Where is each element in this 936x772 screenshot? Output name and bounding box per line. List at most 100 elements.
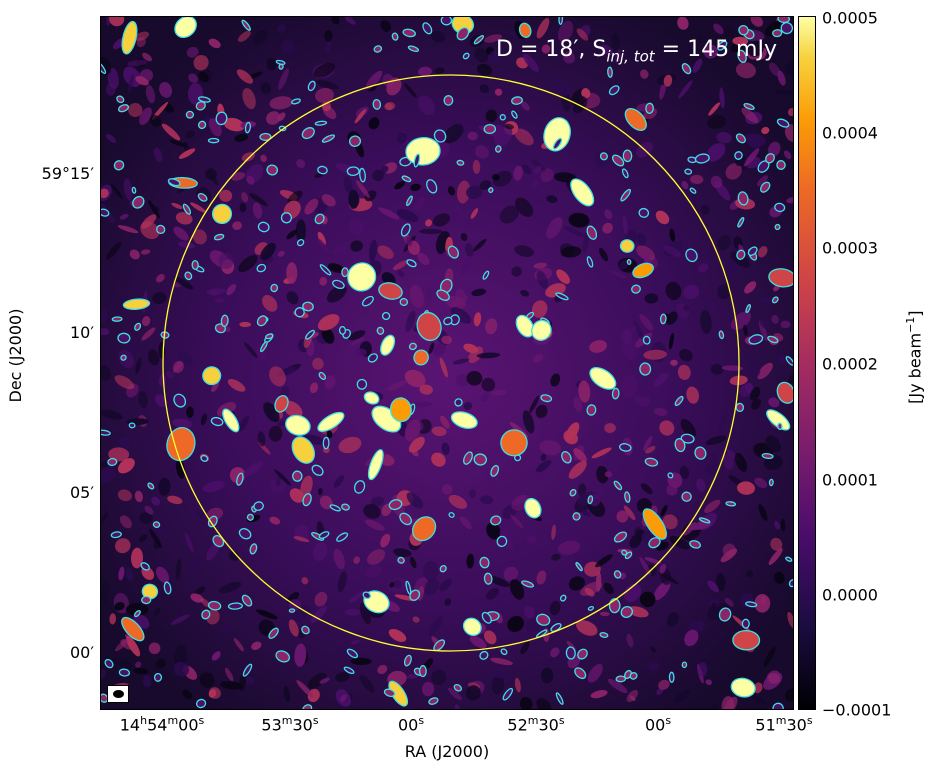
noise-blob [596, 465, 609, 484]
noise-blob [677, 17, 689, 30]
noise-blob [233, 638, 244, 652]
source-contour [274, 394, 289, 413]
noise-blob [304, 198, 319, 215]
noise-blob [483, 34, 503, 43]
noise-blob [153, 607, 161, 618]
noise-blob [274, 469, 291, 486]
noise-blob [713, 23, 724, 35]
source-contour [524, 497, 542, 519]
source-contour [608, 85, 620, 96]
noise-blob [450, 306, 472, 324]
source-contour [621, 168, 629, 179]
noise-blob [749, 386, 761, 401]
source-contour [454, 398, 463, 407]
noise-blob [626, 633, 634, 648]
noise-blob [408, 436, 425, 453]
source-contour [632, 262, 654, 279]
source-contour [631, 284, 641, 294]
noise-blob [463, 343, 479, 354]
noise-blob [698, 263, 709, 273]
noise-blob [277, 250, 285, 257]
source-contour [426, 179, 438, 194]
noise-blob [368, 117, 380, 130]
noise-blob [326, 430, 333, 439]
noise-blob [591, 447, 612, 459]
noise-blob [725, 260, 738, 274]
source-contour [278, 125, 287, 132]
source-contour [378, 282, 403, 300]
noise-blob [556, 269, 570, 284]
source-contour [380, 334, 396, 356]
source-contour [167, 178, 181, 187]
noise-blob [665, 281, 682, 301]
noise-blob [288, 619, 299, 637]
noise-blob [491, 675, 505, 695]
noise-blob [464, 242, 474, 258]
noise-blob [540, 417, 556, 423]
noise-blob [768, 62, 781, 76]
noise-blob [169, 139, 187, 147]
noise-blob [119, 436, 131, 449]
source-contour [202, 366, 222, 386]
noise-blob [214, 297, 226, 303]
noise-blob [774, 571, 785, 584]
noise-blob [522, 410, 535, 434]
colorbar-tick-label: 0.0002 [822, 354, 878, 374]
source-contour [718, 330, 725, 340]
noise-blob [140, 221, 160, 240]
source-contour [405, 580, 412, 595]
noise-blob [653, 408, 668, 416]
source-contour [639, 362, 652, 376]
noise-blob [234, 133, 249, 142]
noise-blob [333, 548, 345, 570]
noise-blob [406, 673, 419, 679]
noise-blob [123, 178, 133, 201]
x-axis-title: RA (J2000) [404, 742, 490, 761]
noise-blob [564, 226, 586, 238]
noise-blob [117, 225, 139, 234]
noise-blob [404, 369, 426, 388]
noise-blob [510, 514, 524, 529]
noise-blob [449, 295, 469, 308]
source-contour [156, 224, 166, 235]
noise-blob [785, 61, 793, 77]
noise-blob [473, 238, 487, 252]
noise-blob [604, 422, 616, 434]
noise-blob [177, 241, 195, 249]
source-contour [572, 512, 581, 521]
noise-blob [241, 192, 249, 203]
noise-blob [719, 87, 725, 109]
noise-blob [551, 524, 556, 540]
noise-blob [565, 422, 580, 441]
noise-blob [658, 571, 679, 585]
source-contour [589, 367, 617, 390]
noise-blob [460, 232, 468, 242]
source-contour [488, 187, 494, 194]
noise-blob [783, 150, 792, 160]
source-contour [381, 311, 391, 321]
source-contour [453, 683, 463, 692]
source-contour [502, 687, 514, 701]
noise-blob [486, 588, 500, 600]
noise-blob [380, 165, 389, 174]
noise-blob [348, 189, 360, 209]
source-contour [131, 186, 137, 194]
source-contour [117, 104, 130, 113]
noise-blob [244, 675, 255, 686]
noise-blob [447, 687, 462, 701]
noise-blob [705, 435, 727, 446]
noise-blob [629, 695, 636, 701]
noise-blob [774, 520, 781, 530]
noise-blob [732, 36, 749, 46]
noise-blob [276, 420, 287, 427]
source-contour [319, 264, 332, 276]
noise-blob [393, 260, 408, 271]
noise-blob [560, 246, 582, 258]
noise-blob [252, 202, 263, 219]
source-contour [259, 132, 272, 141]
noise-blob [315, 87, 334, 103]
noise-blob [653, 580, 671, 601]
noise-blob [774, 90, 793, 95]
noise-blob [380, 533, 391, 548]
source-contour [302, 301, 314, 312]
